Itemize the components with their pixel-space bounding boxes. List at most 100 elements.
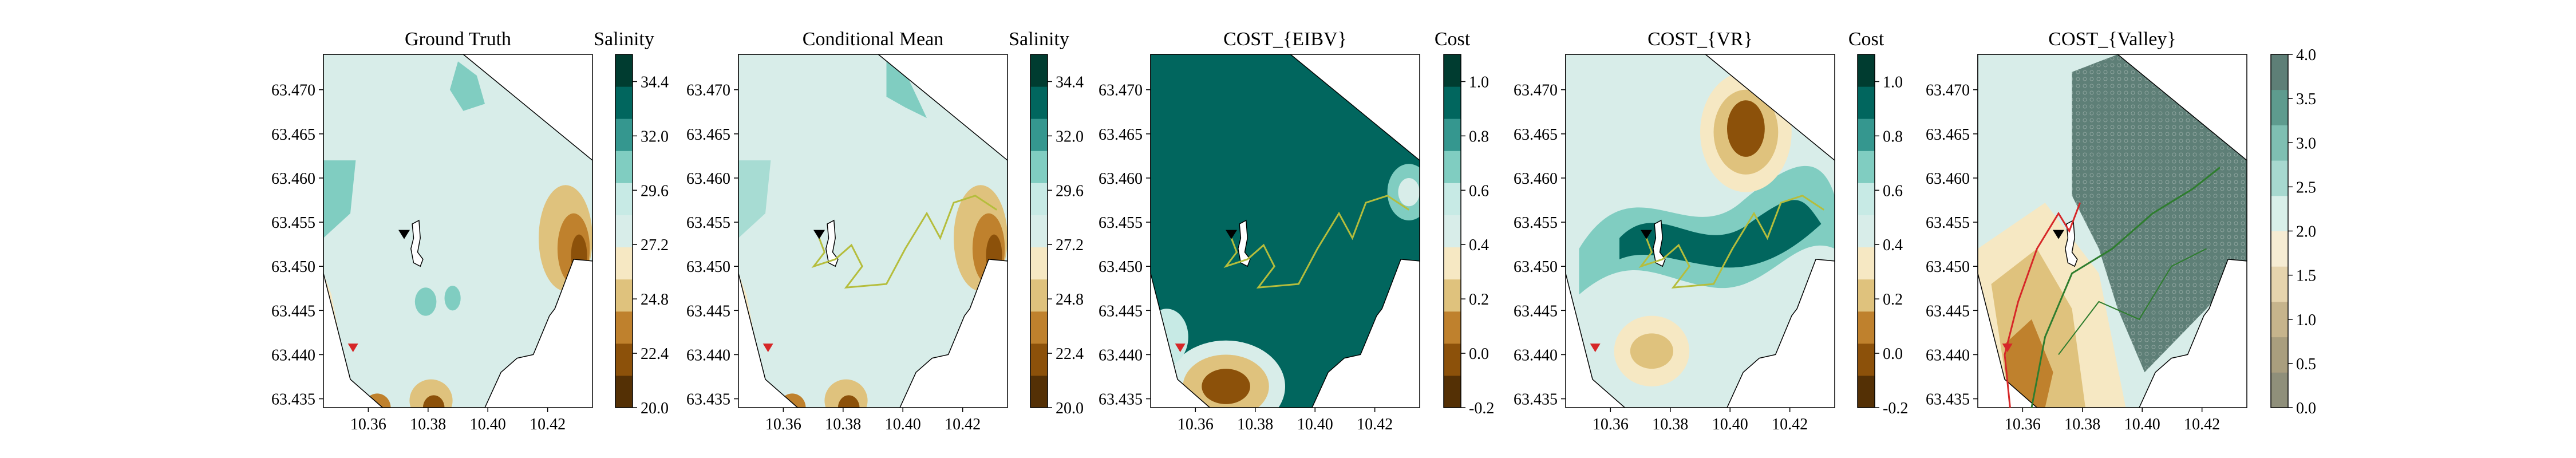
x-tick-label: 10.36 bbox=[350, 416, 386, 433]
colorbar-segment bbox=[615, 375, 633, 408]
start-marker bbox=[1641, 230, 1652, 239]
start-marker bbox=[398, 230, 410, 239]
y-tick-label: 63.445 bbox=[1514, 302, 1558, 320]
colorbar-segment bbox=[1444, 375, 1461, 408]
colorbar-segment bbox=[615, 183, 633, 215]
colorbar-tick-label: 1.0 bbox=[1883, 73, 1903, 91]
colorbar-tick-label: 32.0 bbox=[641, 128, 669, 145]
rrt-branch bbox=[2058, 248, 2207, 356]
y-tick-label: 63.440 bbox=[1099, 346, 1143, 364]
y-tick-label: 63.460 bbox=[271, 170, 315, 188]
panel-2: Conditional Mean 10.36 10.38 10.40 10.42 63.4… bbox=[686, 29, 1084, 433]
y-tick-label: 63.450 bbox=[271, 258, 315, 276]
start-marker bbox=[2053, 230, 2064, 239]
colorbar-segment bbox=[1858, 54, 1875, 87]
colorbar-segment bbox=[615, 54, 633, 87]
colorbar-segment bbox=[615, 86, 633, 119]
colorbar-tick-label: 1.5 bbox=[2296, 267, 2316, 285]
colorbar-tick-label: 1.0 bbox=[2296, 311, 2316, 329]
colorbar-tick-label: 20.0 bbox=[641, 400, 669, 417]
panel-4: COST_{VR} 10.36 10.38 10.40 10.42 63.470 63.46… bbox=[1514, 29, 1908, 433]
panel-title: Conditional Mean bbox=[803, 29, 943, 50]
x-tick-label: 10.38 bbox=[825, 416, 861, 433]
panel-title: COST_{Valley} bbox=[2048, 29, 2176, 50]
small-patch bbox=[414, 287, 437, 316]
y-tick-label: 63.470 bbox=[271, 82, 315, 100]
y-tick-label: 63.455 bbox=[1514, 214, 1558, 232]
colorbar-segment bbox=[1030, 54, 1048, 87]
colorbar-segment bbox=[615, 343, 633, 376]
rrt-branch bbox=[2030, 167, 2221, 408]
west-patch bbox=[323, 160, 356, 238]
y-tick-label: 63.465 bbox=[271, 126, 315, 144]
colorbar-tick-label: 29.6 bbox=[1056, 182, 1084, 200]
end-marker bbox=[347, 344, 358, 353]
x-tick-label: 10.42 bbox=[2184, 416, 2220, 433]
y-tick-label: 63.450 bbox=[1926, 258, 1970, 276]
y-tick-label: 63.460 bbox=[1514, 170, 1558, 188]
y-tick-label: 63.460 bbox=[686, 170, 730, 188]
colorbar-segment bbox=[1858, 247, 1875, 280]
coastline bbox=[323, 54, 593, 408]
colorbar-tick-label: 0.4 bbox=[1883, 236, 1903, 254]
colorbar-segment bbox=[1858, 311, 1875, 344]
colorbar-tick-label: 32.0 bbox=[1056, 128, 1084, 145]
y-tick-label: 63.440 bbox=[271, 346, 315, 364]
colorbar-tick-label: 27.2 bbox=[1056, 236, 1084, 254]
colorbar-segment bbox=[615, 151, 633, 183]
colorbar-title: Cost bbox=[1848, 29, 1884, 50]
y-tick-label: 63.455 bbox=[271, 214, 315, 232]
x-tick-label: 10.36 bbox=[765, 416, 801, 433]
colorbar-segment bbox=[1030, 247, 1048, 280]
colorbar-segment bbox=[2271, 372, 2288, 408]
west-patch bbox=[738, 160, 771, 238]
colorbar-tick-label: 0.0 bbox=[1883, 345, 1903, 363]
colorbar-title: Cost bbox=[1435, 29, 1471, 50]
island bbox=[1653, 219, 1666, 267]
colorbar-segment bbox=[1444, 183, 1461, 215]
colorbar-tick-label: 34.4 bbox=[641, 73, 669, 91]
y-tick-label: 63.470 bbox=[686, 82, 730, 100]
colorbar-tick-label: 3.0 bbox=[2296, 135, 2316, 152]
x-tick-label: 10.40 bbox=[885, 416, 921, 433]
colorbar-segment bbox=[2271, 160, 2288, 196]
x-tick-label: 10.40 bbox=[1297, 416, 1333, 433]
colorbar-tick-label: 0.6 bbox=[1469, 182, 1489, 200]
small-patch bbox=[444, 286, 461, 311]
panel-title: Ground Truth bbox=[405, 29, 511, 50]
start-marker bbox=[813, 230, 825, 239]
colorbar-segment bbox=[2271, 301, 2288, 338]
colorbar-segment bbox=[1858, 119, 1875, 151]
y-tick-label: 63.435 bbox=[686, 391, 730, 409]
colorbar-segment bbox=[1030, 375, 1048, 408]
y-tick-label: 63.435 bbox=[1926, 391, 1970, 409]
end-marker bbox=[2002, 344, 2013, 353]
colorbar-title: Salinity bbox=[1009, 29, 1069, 50]
colorbar-frame bbox=[1857, 54, 1875, 408]
x-tick-label: 10.38 bbox=[2064, 416, 2100, 433]
y-tick-label: 63.450 bbox=[1514, 258, 1558, 276]
colorbar-segment bbox=[1444, 119, 1461, 151]
panel-title: COST_{VR} bbox=[1647, 29, 1753, 50]
island bbox=[1238, 219, 1251, 267]
cost-feature bbox=[1398, 177, 1420, 207]
colorbar-tick-label: 0.4 bbox=[1469, 236, 1489, 254]
colorbar-tick-label: 0.0 bbox=[2296, 400, 2316, 417]
y-tick-label: 63.435 bbox=[1099, 391, 1143, 409]
island bbox=[410, 219, 424, 267]
colorbar-segment bbox=[1030, 86, 1048, 119]
colorbar-segment bbox=[615, 119, 633, 151]
start-marker bbox=[1226, 230, 1237, 239]
valley-zone bbox=[2005, 319, 2053, 408]
x-tick-label: 10.36 bbox=[1593, 416, 1629, 433]
panel-title: COST_{EIBV} bbox=[1223, 29, 1347, 50]
colorbar-segment bbox=[1030, 279, 1048, 312]
colorbar-title: Salinity bbox=[594, 29, 654, 50]
y-tick-label: 63.460 bbox=[1099, 170, 1143, 188]
y-tick-label: 63.465 bbox=[1926, 126, 1970, 144]
masked-region bbox=[2072, 54, 2247, 373]
colorbar-segment bbox=[1444, 247, 1461, 280]
x-tick-label: 10.42 bbox=[1357, 416, 1393, 433]
y-tick-label: 63.455 bbox=[1926, 214, 1970, 232]
coastline bbox=[1565, 54, 1835, 408]
